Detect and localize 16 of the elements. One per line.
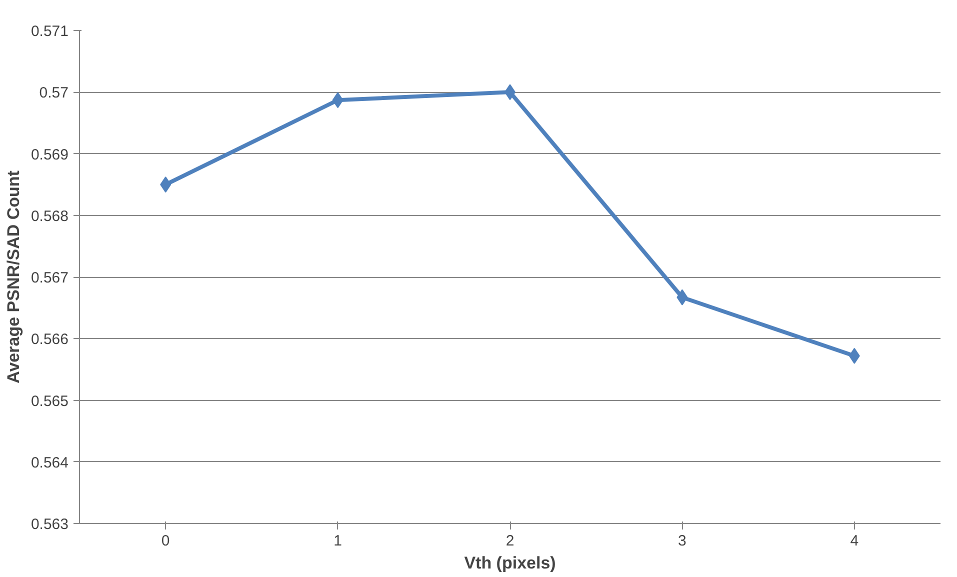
y-tick-label: 0.569 [30, 146, 69, 164]
x-tick-label: 1 [334, 532, 342, 550]
x-tick-label: 3 [678, 532, 686, 550]
y-axis-title: Average PSNR/SAD Count [4, 170, 23, 384]
x-axis-title: Vth (pixels) [464, 554, 556, 572]
x-tick-label: 4 [850, 532, 859, 550]
y-tick-label: 0.567 [30, 270, 69, 286]
y-tick-label: 0.564 [30, 454, 69, 472]
y-tick-label: 0.57 [39, 84, 69, 102]
x-tick-label: 0 [161, 532, 170, 550]
y-tick-label: 0.566 [30, 331, 69, 348]
x-tick-label: 2 [506, 532, 514, 550]
y-tick-label: 0.571 [30, 23, 69, 40]
y-tick-label: 0.565 [30, 392, 69, 410]
y-tick-label: 0.563 [30, 516, 69, 533]
y-tick-label: 0.568 [30, 208, 69, 225]
